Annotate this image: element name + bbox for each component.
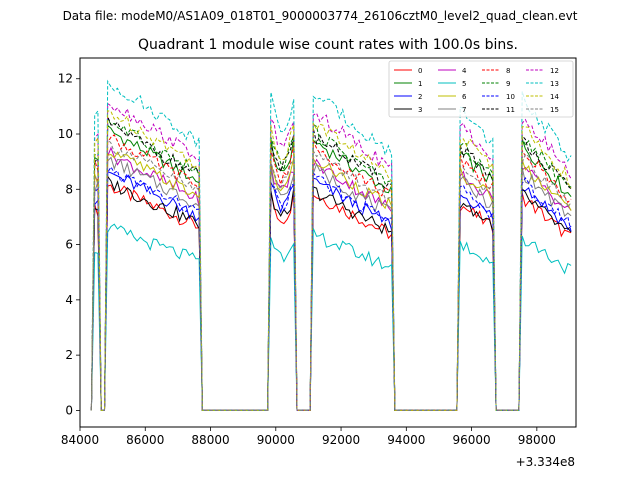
series-line-12 [90, 102, 572, 411]
x-tick-label: 92000 [322, 433, 360, 447]
y-tick-label: 8 [65, 182, 73, 196]
series-line-0 [90, 184, 572, 411]
series-line-4 [90, 146, 572, 411]
plot-frame [79, 57, 577, 428]
legend-label: 11 [506, 106, 515, 114]
y-tick-label: 6 [65, 238, 73, 252]
x-offset-label: +3.334e8 [516, 455, 575, 469]
legend-label: 8 [506, 67, 510, 75]
series-line-1 [90, 124, 572, 411]
legend-label: 0 [418, 67, 422, 75]
legend-box [388, 60, 574, 118]
series-line-9 [90, 117, 572, 411]
legend-label: 3 [418, 106, 422, 114]
legend-label: 12 [550, 67, 559, 75]
series-line-15 [90, 138, 572, 411]
x-axis: 84000 86000 88000 90000 92000 94000 96000 98000 [61, 427, 556, 447]
legend-label: 14 [550, 93, 559, 101]
series-line-11 [90, 116, 572, 411]
legend-label: 1 [418, 80, 422, 88]
chart-suptitle: Data file: modeM0/AS1A09_018T01_90000037… [63, 9, 578, 23]
series-layer [90, 79, 572, 411]
legend-label: 13 [550, 80, 559, 88]
legend-label: 7 [462, 106, 466, 114]
legend-label: 2 [418, 93, 422, 101]
y-tick-label: 4 [65, 293, 73, 307]
series-line-5 [90, 223, 572, 411]
legend-label: 5 [462, 80, 466, 88]
x-tick-label: 96000 [452, 433, 490, 447]
y-tick-label: 12 [58, 72, 73, 86]
y-tick-label: 0 [65, 403, 73, 417]
series-line-14 [90, 110, 572, 411]
legend-label: 10 [506, 93, 515, 101]
x-tick-label: 86000 [126, 433, 164, 447]
x-tick-label: 84000 [61, 433, 99, 447]
series-line-8 [90, 134, 572, 411]
legend-label: 4 [462, 67, 467, 75]
series-line-3 [90, 175, 572, 411]
chart-title: Quadrant 1 module wise count rates with … [138, 37, 518, 53]
legend-label: 15 [550, 106, 559, 114]
y-tick-label: 10 [58, 127, 73, 141]
series-line-2 [90, 171, 572, 411]
legend-label: 6 [462, 93, 467, 101]
series-line-10 [90, 166, 572, 411]
x-tick-label: 98000 [518, 433, 556, 447]
y-tick-label: 2 [65, 348, 73, 362]
x-tick-label: 88000 [191, 433, 229, 447]
x-tick-label: 94000 [387, 433, 425, 447]
series-line-7 [90, 156, 572, 411]
x-tick-label: 90000 [257, 433, 295, 447]
series-line-6 [90, 151, 572, 411]
y-axis: 0 2 4 6 8 10 12 [58, 72, 80, 417]
legend-label: 9 [506, 80, 510, 88]
series-line-13 [90, 79, 572, 411]
